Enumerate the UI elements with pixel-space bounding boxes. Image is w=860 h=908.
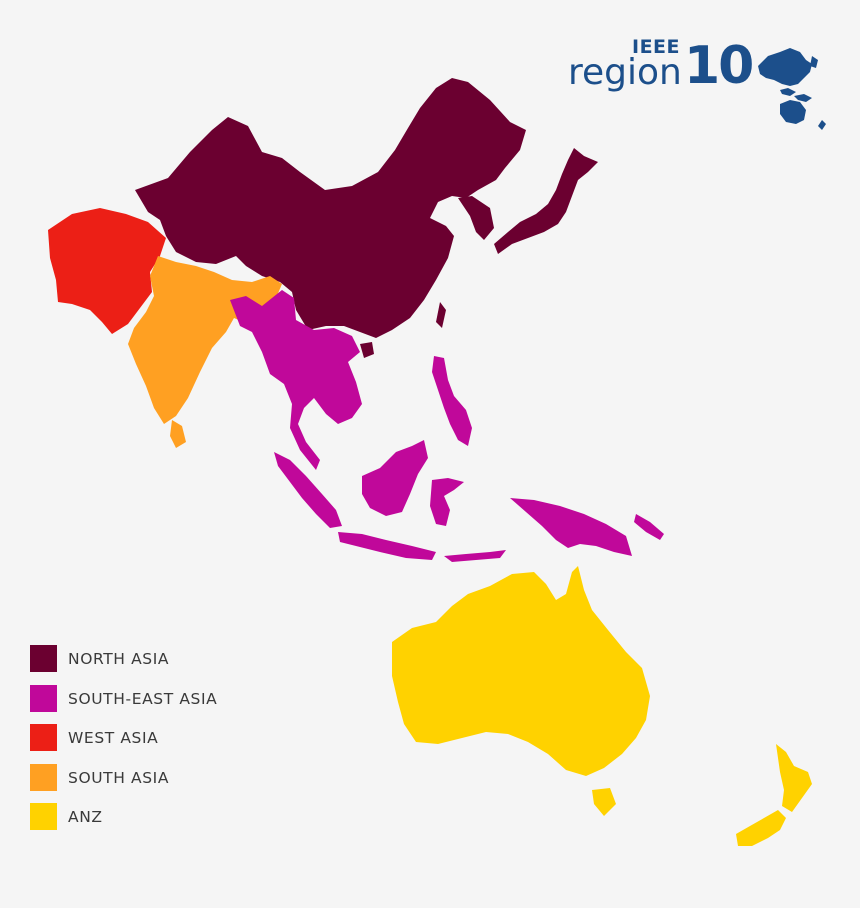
japan-shape — [494, 148, 598, 254]
sumatra-shape — [274, 452, 342, 528]
sulawesi-shape — [430, 478, 464, 526]
new-zealand-south-shape — [736, 810, 786, 846]
asia-pacific-icon — [758, 48, 826, 130]
logo-region-text: region — [568, 52, 682, 93]
ieee-region10-logo: IEEE region 10 — [560, 30, 840, 130]
mainland-sea-shape — [230, 290, 362, 470]
legend-label: SOUTH ASIA — [68, 768, 170, 787]
philippines-shape — [432, 356, 472, 446]
sri-lanka-shape — [170, 420, 186, 448]
lesser-sunda-shape — [444, 550, 506, 562]
map-legend: NORTH ASIA SOUTH-EAST ASIA WEST ASIA SOU… — [30, 645, 290, 843]
java-shape — [338, 532, 436, 560]
west-asia-shape — [48, 208, 166, 334]
australia-shape — [392, 566, 650, 776]
new-zealand-north-shape — [776, 744, 812, 812]
legend-label: NORTH ASIA — [68, 650, 170, 668]
legend-item-north-asia: NORTH ASIA — [30, 645, 290, 672]
legend-item-south-asia: SOUTH ASIA — [30, 763, 290, 791]
legend-swatch — [30, 724, 57, 751]
tasmania-shape — [592, 788, 616, 816]
legend-swatch — [30, 803, 57, 830]
legend-label: SOUTH-EAST ASIA — [68, 689, 218, 708]
legend-item-west-asia: WEST ASIA — [30, 724, 290, 751]
new-guinea-shape — [510, 498, 632, 556]
legend-swatch — [30, 684, 57, 712]
region-west-asia — [48, 208, 166, 334]
taiwan-shape — [436, 302, 446, 328]
legend-label: WEST ASIA — [68, 729, 159, 747]
region-south-east-asia — [230, 290, 664, 562]
hainan-shape — [360, 342, 374, 358]
legend-swatch — [30, 645, 57, 672]
region-anz — [392, 566, 812, 846]
legend-item-anz: ANZ — [30, 803, 290, 830]
korea-shape — [458, 196, 494, 240]
legend-label: ANZ — [68, 808, 103, 826]
region-north-asia — [135, 78, 598, 358]
legend-swatch — [30, 763, 57, 791]
logo-ieee-text: IEEE — [632, 36, 681, 58]
borneo-shape — [362, 440, 428, 516]
solomons-shape — [634, 514, 664, 540]
logo-number-text: 10 — [684, 36, 754, 96]
legend-item-south-east-asia: SOUTH-EAST ASIA — [30, 684, 290, 712]
china-mongolia-shape — [135, 78, 526, 338]
